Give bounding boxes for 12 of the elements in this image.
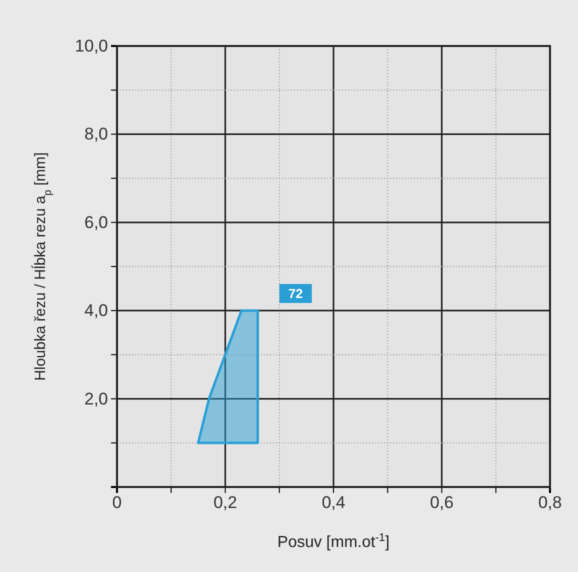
x-tick-label: 0 — [112, 493, 122, 512]
y-tick-label: 10,0 — [74, 36, 108, 56]
y-tick-label: 2,0 — [84, 389, 108, 408]
annotation: 72 — [288, 286, 303, 301]
x-tick-label: 0,6 — [430, 493, 454, 512]
x-tick-label: 0,8 — [538, 493, 562, 512]
y-tick-label: 8,0 — [84, 124, 108, 144]
y-tick-label: 6,0 — [84, 212, 108, 232]
y-tick-label: 4,0 — [84, 301, 108, 320]
x-tick-label: 0,2 — [213, 493, 238, 512]
x-axis-title: Posuv [mm.ot$^{-1}$] — [277, 532, 390, 551]
x-tick-label: 0,4 — [322, 493, 346, 512]
